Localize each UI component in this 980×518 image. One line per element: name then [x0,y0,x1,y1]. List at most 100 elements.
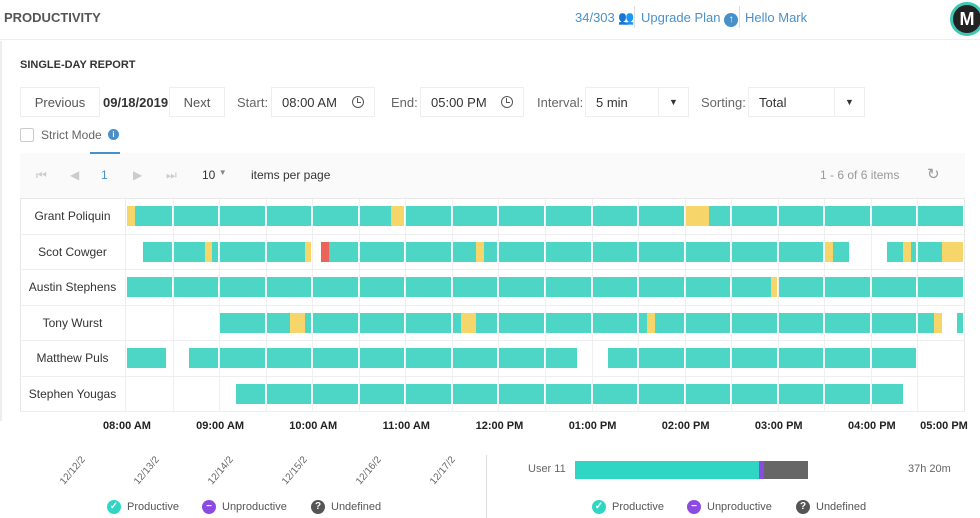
interval-select[interactable]: 5 min ▼ [585,87,689,117]
activity-bar-productive[interactable] [685,348,731,368]
activity-bar-productive[interactable] [546,241,591,262]
activity-bar-productive[interactable] [592,241,638,262]
activity-bar-productive[interactable] [220,277,265,297]
activity-bar-productive[interactable] [359,383,405,404]
activity-bar-undefined[interactable] [933,312,942,333]
activity-bar-productive[interactable] [918,241,942,262]
activity-bar-productive[interactable] [887,241,903,262]
activity-bar-productive[interactable] [359,348,405,368]
activity-bar-productive[interactable] [685,383,731,404]
activity-bar-undefined[interactable] [771,277,777,297]
seat-count-link[interactable]: 34/303 👥 [575,10,635,26]
activity-bar-productive[interactable] [732,206,777,226]
activity-bar-productive[interactable] [359,206,391,226]
activity-bar-undefined[interactable] [460,312,477,333]
previous-button[interactable]: Previous [20,87,100,117]
activity-bar-productive[interactable] [732,348,777,368]
activity-bar-productive[interactable] [778,348,824,368]
activity-bar-productive[interactable] [778,312,824,333]
activity-bar-productive[interactable] [406,312,451,333]
strict-mode-checkbox[interactable] [20,128,34,142]
activity-bar-productive[interactable] [732,312,777,333]
activity-bar-productive[interactable] [918,312,934,333]
activity-bar-productive[interactable] [592,277,638,297]
activity-bar-productive[interactable] [313,383,358,404]
first-page-icon[interactable]: ⏮ [36,168,47,182]
activity-bar-productive[interactable] [732,277,771,297]
info-icon[interactable]: i [108,129,119,140]
activity-bar-undefined[interactable] [825,241,834,262]
activity-bar-productive[interactable] [406,348,451,368]
activity-bar-productive[interactable] [173,277,219,297]
activity-bar-productive[interactable] [825,312,870,333]
activity-bar-undefined[interactable] [476,241,484,262]
clock-icon[interactable] [501,96,513,108]
activity-bar-productive[interactable] [127,348,166,368]
activity-bar-productive[interactable] [134,206,172,226]
sorting-select[interactable]: Total ▼ [748,87,865,117]
activity-bar-undefined[interactable] [127,206,135,226]
hello-user-link[interactable]: Hello Mark [745,10,808,25]
activity-bar-productive[interactable] [546,383,591,404]
activity-bar-productive[interactable] [778,277,824,297]
activity-bar-productive[interactable] [220,206,265,226]
activity-bar-productive[interactable] [220,312,265,333]
activity-bar-productive[interactable] [127,277,172,297]
activity-bar-productive[interactable] [328,241,358,262]
activity-bar-unproductive[interactable] [320,241,329,262]
activity-bar-productive[interactable] [359,241,405,262]
activity-bar-productive[interactable] [685,277,731,297]
activity-bar-productive[interactable] [871,206,917,226]
activity-bar-productive[interactable] [639,348,684,368]
activity-bar-undefined[interactable] [305,241,312,262]
activity-bar-undefined[interactable] [902,241,911,262]
clock-icon[interactable] [352,96,364,108]
activity-bar-productive[interactable] [608,348,638,368]
activity-bar-productive[interactable] [452,348,498,368]
activity-bar-productive[interactable] [654,312,684,333]
upgrade-plan-link[interactable]: Upgrade Plan ↑ [641,10,739,27]
activity-bar-productive[interactable] [639,383,684,404]
activity-bar-productive[interactable] [266,206,312,226]
activity-bar-productive[interactable] [476,312,498,333]
activity-bar-undefined[interactable] [941,241,963,262]
activity-bar-productive[interactable] [452,206,498,226]
activity-bar-productive[interactable] [592,312,638,333]
activity-bar-productive[interactable] [406,241,451,262]
activity-bar-productive[interactable] [833,241,849,262]
activity-bar-productive[interactable] [313,277,358,297]
activity-bar-productive[interactable] [732,241,777,262]
activity-bar-productive[interactable] [173,206,219,226]
activity-bar-productive[interactable] [212,241,219,262]
activity-bar-productive[interactable] [910,241,917,262]
activity-bar-productive[interactable] [639,312,647,333]
activity-bar-productive[interactable] [499,348,544,368]
next-page-icon[interactable]: ▶ [133,168,143,182]
activity-bar-productive[interactable] [483,241,498,262]
activity-bar-productive[interactable] [592,383,638,404]
activity-bar-productive[interactable] [313,206,358,226]
activity-bar-productive[interactable] [957,312,963,333]
start-time-input[interactable]: 08:00 AM [271,87,375,117]
activity-bar-productive[interactable] [732,383,777,404]
activity-bar-productive[interactable] [825,383,870,404]
activity-bar-productive[interactable] [313,348,358,368]
activity-bar-undefined[interactable] [685,206,709,226]
activity-bar-productive[interactable] [825,277,870,297]
activity-bar-productive[interactable] [871,348,917,368]
activity-bar-productive[interactable] [266,277,312,297]
activity-bar-productive[interactable] [546,206,591,226]
activity-bar-productive[interactable] [406,206,451,226]
activity-bar-productive[interactable] [220,348,265,368]
activity-bar-productive[interactable] [871,312,917,333]
activity-bar-undefined[interactable] [204,241,213,262]
activity-bar-productive[interactable] [778,383,824,404]
end-time-input[interactable]: 05:00 PM [420,87,524,117]
activity-bar-productive[interactable] [825,348,870,368]
activity-bar-productive[interactable] [778,206,824,226]
activity-bar-productive[interactable] [546,312,591,333]
activity-bar-productive[interactable] [918,277,963,297]
activity-bar-undefined[interactable] [289,312,306,333]
page-size-select[interactable]: 10 ▼ [202,168,227,182]
activity-bar-productive[interactable] [452,241,477,262]
